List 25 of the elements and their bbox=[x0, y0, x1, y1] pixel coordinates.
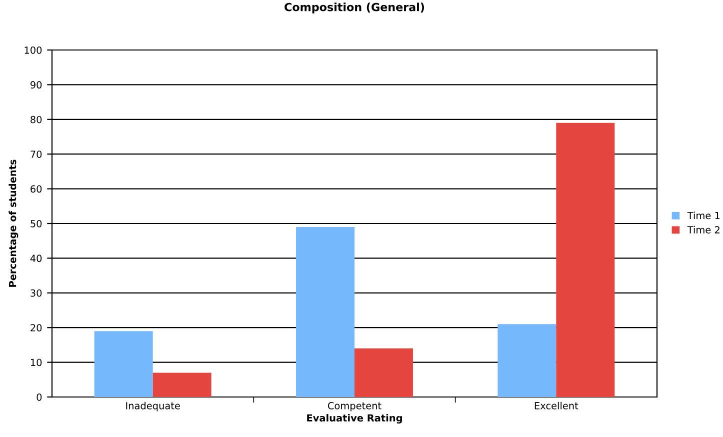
y-tick-label: 50 bbox=[30, 220, 42, 228]
y-tick-label: 30 bbox=[30, 289, 42, 297]
y-tick-label: 60 bbox=[30, 185, 42, 193]
y-tick-label: 0 bbox=[36, 393, 42, 401]
bar bbox=[498, 324, 556, 397]
bar bbox=[354, 348, 413, 397]
x-tick-label: Competent bbox=[328, 402, 382, 412]
bar bbox=[94, 331, 153, 397]
y-tick-label: 90 bbox=[30, 81, 42, 89]
x-tick-label: Excellent bbox=[534, 402, 578, 410]
y-tick-label: 20 bbox=[30, 324, 42, 332]
y-tick-label: 80 bbox=[30, 116, 42, 124]
x-axis-title: Evaluative Rating bbox=[307, 414, 402, 424]
legend-label: Time 2 bbox=[687, 226, 720, 234]
x-tick-label: Inadequate bbox=[126, 402, 180, 412]
y-axis-title: Percentage of students bbox=[8, 160, 18, 287]
chart-title: Composition (General) bbox=[284, 2, 424, 14]
bar bbox=[556, 122, 615, 397]
y-tick-label: 100 bbox=[24, 46, 42, 54]
legend-label: Time 1 bbox=[687, 212, 720, 220]
y-tick-label: 10 bbox=[30, 358, 42, 366]
bar bbox=[296, 226, 354, 397]
y-tick-label: 70 bbox=[30, 150, 42, 158]
y-tick-label: 40 bbox=[30, 254, 42, 262]
bar bbox=[152, 372, 212, 397]
